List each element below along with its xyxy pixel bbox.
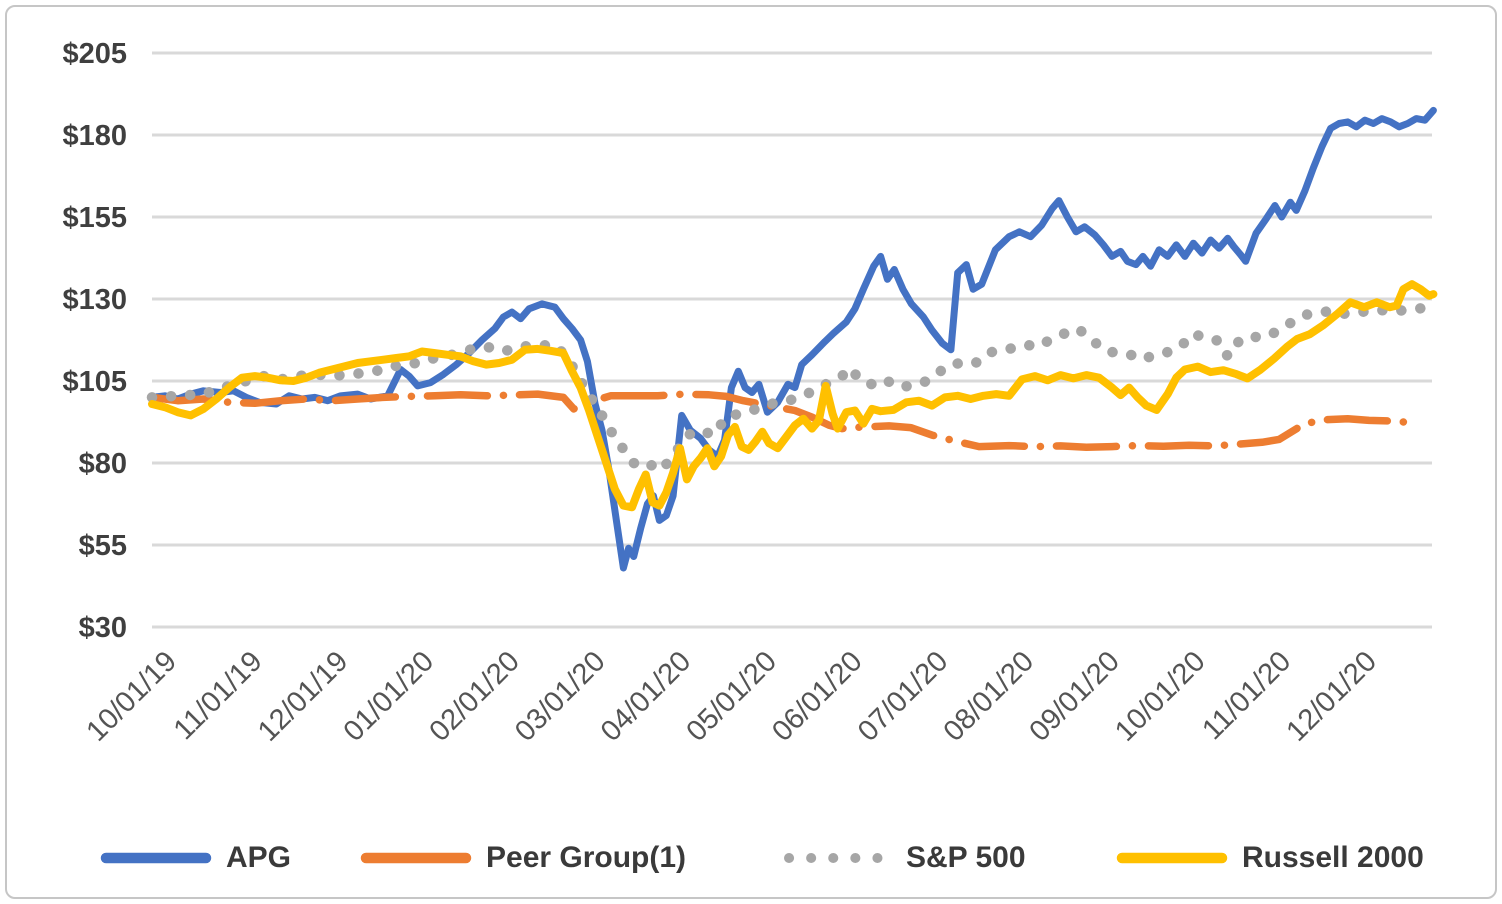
y-axis-tick-label: $205	[62, 38, 127, 70]
y-axis-tick-label: $30	[79, 612, 127, 644]
legend-key-s-p-500-line-icon	[784, 853, 888, 863]
legend-key-apg-line-icon	[100, 852, 212, 864]
x-axis-tick-label: 10/01/19	[80, 645, 182, 747]
chart-frame: $205 $180 $155 $130 $105 $80 $55 $30 10/01/19 11/…	[5, 5, 1497, 899]
x-axis-tick-label: 12/01/19	[252, 645, 354, 747]
x-axis-tick-label: 10/01/20	[1109, 645, 1211, 747]
x-axis-tick-label: 03/01/20	[509, 645, 611, 747]
series-line-peer-group-1	[148, 390, 1408, 452]
y-axis-tick-label: $180	[62, 120, 127, 152]
series-line-apg	[148, 106, 1437, 572]
legend-label-russell-2000: Russell 2000	[1242, 841, 1424, 874]
legend-key-russell-2000-line-icon	[1116, 852, 1228, 864]
x-axis-tick-label: 12/01/20	[1280, 645, 1382, 747]
x-axis-tick-label: 04/01/20	[595, 645, 697, 747]
x-axis-tick-label: 11/01/20	[1196, 645, 1297, 746]
y-axis-tick-label: $155	[62, 202, 127, 234]
y-axis-tick-label: $80	[79, 448, 127, 480]
legend-label-peer-group-1: Peer Group(1)	[486, 841, 687, 874]
legend-item-apg: APG	[99, 838, 291, 878]
y-axis-tick-label: $55	[79, 530, 127, 562]
series-line-s-p-500	[146, 302, 1435, 475]
legend-key-peer-group-1-line-icon	[360, 852, 472, 864]
x-axis-tick-label: 07/01/20	[852, 645, 954, 747]
x-axis-tick-label: 06/01/20	[766, 645, 868, 747]
x-axis-tick-label: 09/01/20	[1023, 645, 1125, 747]
legend-label-apg: APG	[226, 841, 292, 874]
legend-item-peer-group-1: Peer Group(1)	[359, 838, 686, 878]
legend-label-s-p-500: S&P 500	[906, 841, 1026, 874]
x-axis-tick-label: 01/01/20	[338, 645, 440, 747]
legend-item-russell-2000: Russell 2000	[1115, 838, 1424, 878]
legend-item-s-p-500: S&P 500	[779, 838, 1026, 878]
y-axis-tick-label: $105	[62, 366, 127, 398]
performance-line-chart: $205$180$155$130$105$80$55$3010/01/1911/…	[62, 38, 1438, 748]
x-axis-tick-label: 05/01/20	[680, 645, 782, 747]
x-axis-tick-label: 02/01/20	[423, 645, 525, 747]
x-axis-tick-label: 11/01/19	[168, 645, 269, 746]
y-axis-tick-label: $130	[62, 284, 127, 316]
series-line-russell-2000	[148, 280, 1438, 512]
x-axis-tick-label: 08/01/20	[938, 645, 1040, 747]
